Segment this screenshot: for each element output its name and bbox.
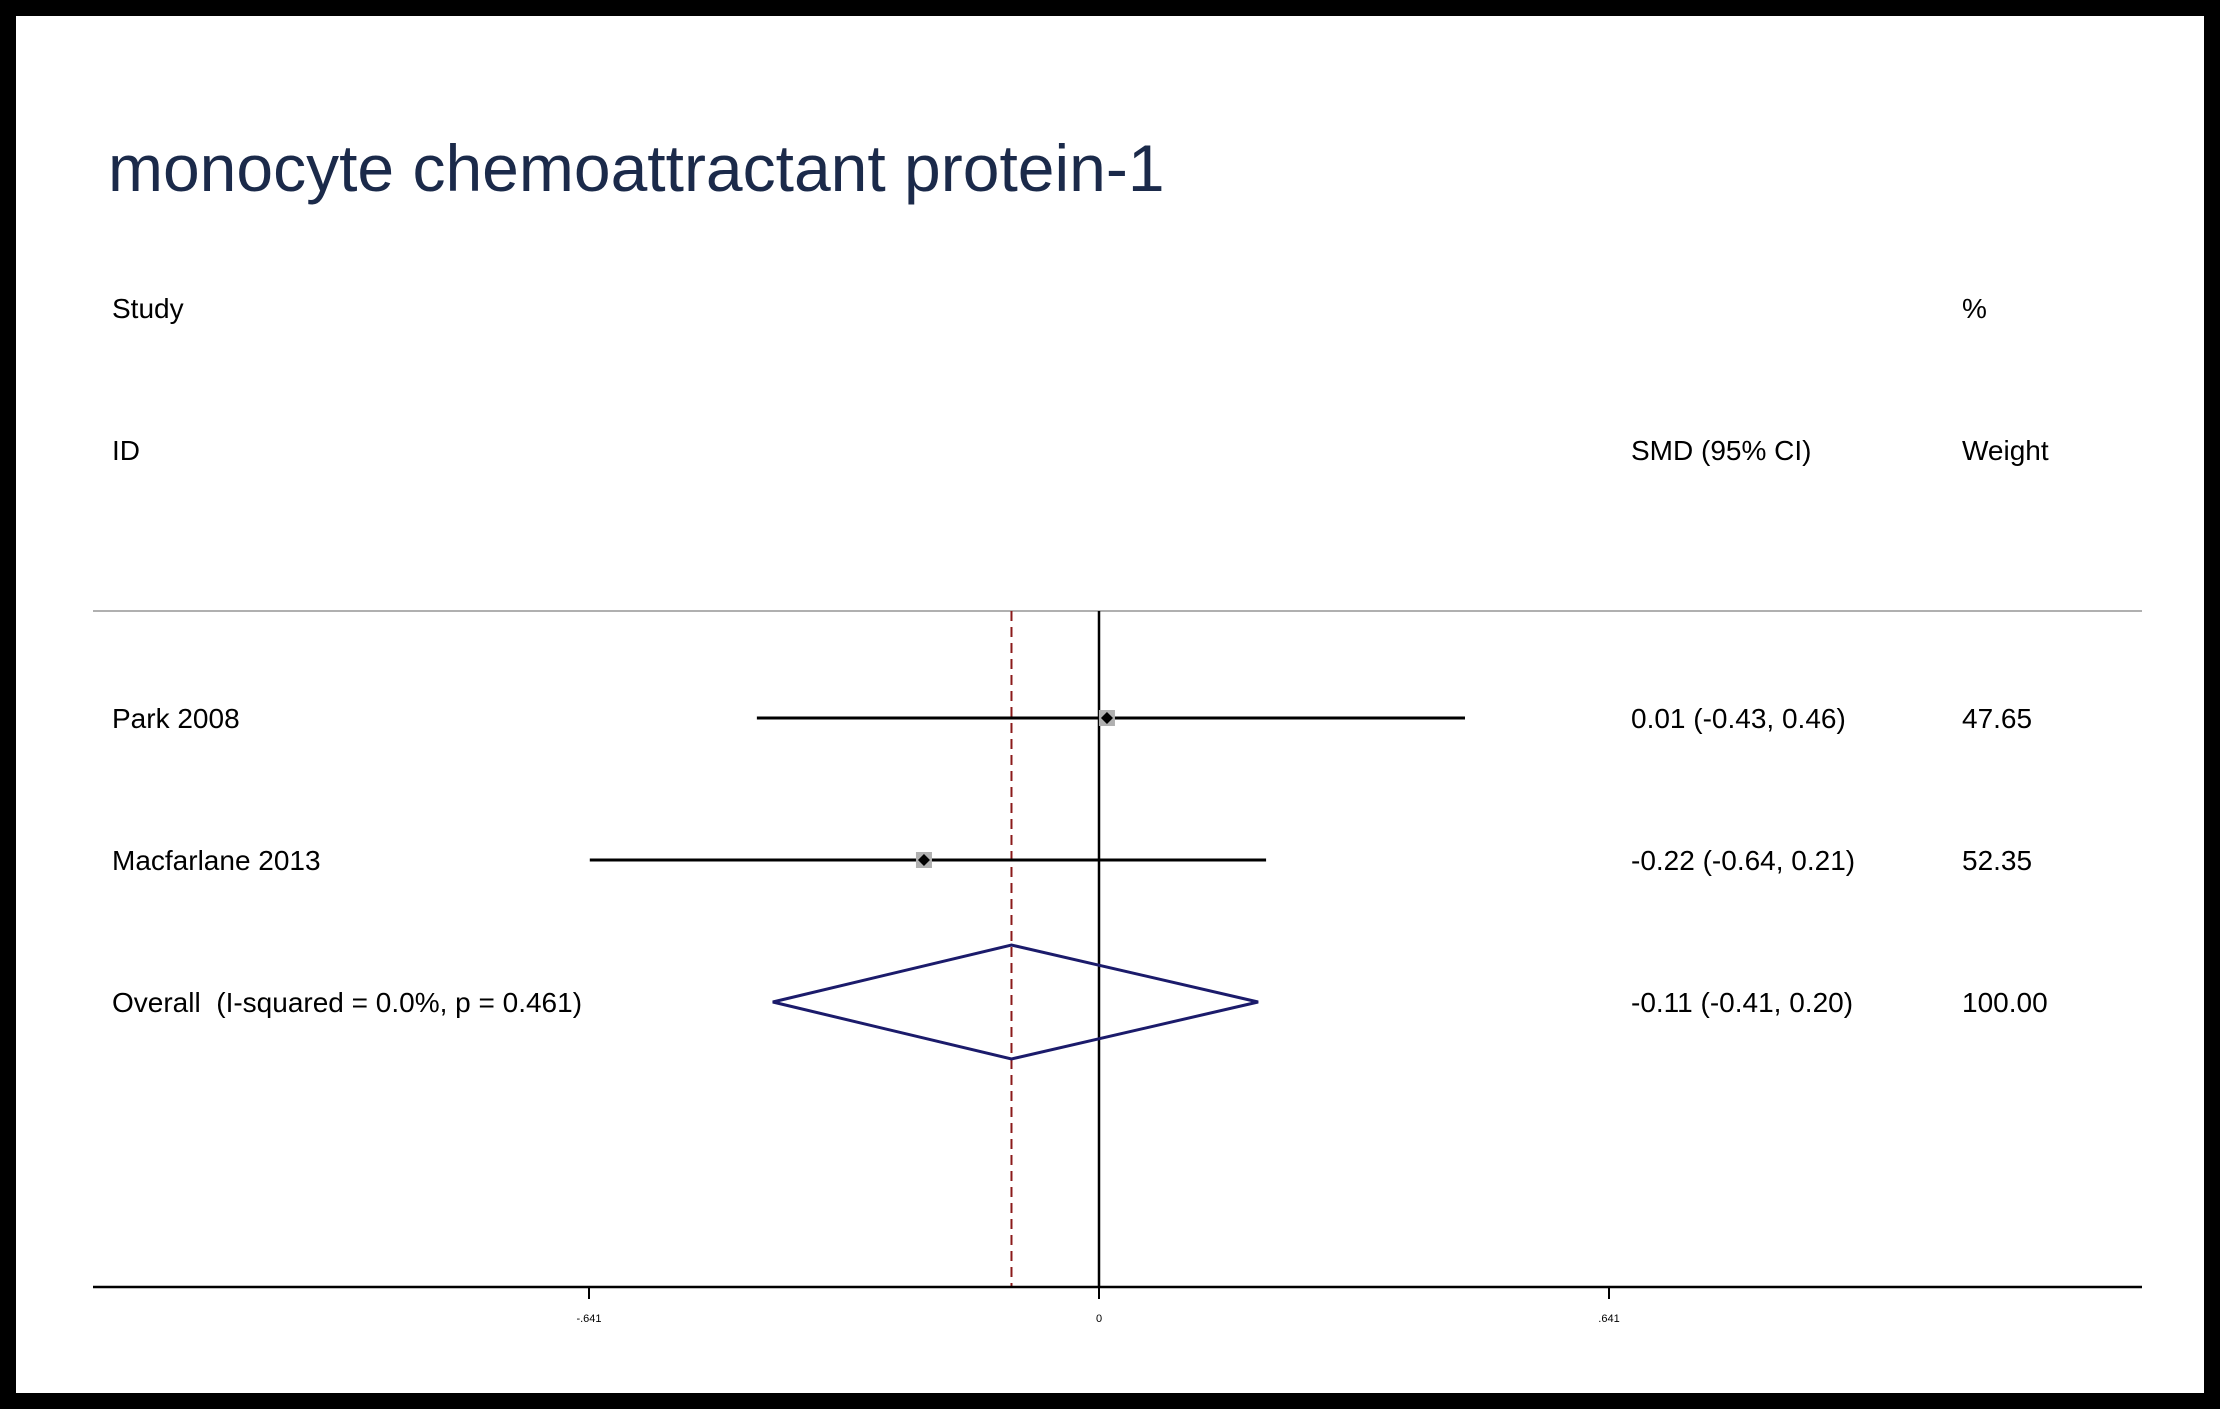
overall-weight: 100.00 [1962,987,2048,1018]
id-header: ID [112,435,140,466]
x-tick-label: .641 [1598,1313,1619,1325]
chart-title: monocyte chemoattractant protein-1 [108,131,1165,205]
point-estimate [917,854,930,866]
study-weight: 52.35 [1962,845,2032,876]
effect-estimate: -0.22 (-0.64, 0.21) [1631,845,1855,876]
overall-row: Overall (I-squared = 0.0%, p = 0.461) -0.… [112,943,2048,1061]
point-estimate [1100,712,1113,724]
x-axis-ticks: -.641 0 .641 [576,1287,1620,1325]
weight-header-percent: % [1962,293,1987,324]
x-tick-label: -.641 [576,1313,601,1325]
study-rows: Park 2008 0.01 (-0.43, 0.46) 47.65 Macfarla… [112,703,2048,1061]
weight-header: Weight [1962,435,2049,466]
study-weight: 47.65 [1962,703,2032,734]
overall-diamond [772,943,1259,1061]
forest-plot: monocyte chemoattractant protein-1 Study… [93,131,2142,1325]
study-row: Park 2008 0.01 (-0.43, 0.46) 47.65 [112,703,2032,734]
study-label: Park 2008 [112,703,240,734]
chart-frame: monocyte chemoattractant protein-1 Study… [16,16,2204,1393]
x-tick-label: 0 [1096,1313,1102,1325]
overall-label: Overall (I-squared = 0.0%, p = 0.461) [112,987,582,1018]
study-label: Macfarlane 2013 [112,845,321,876]
effect-estimate: 0.01 (-0.43, 0.46) [1631,703,1846,734]
study-row: Macfarlane 2013 -0.22 (-0.64, 0.21) 52.35 [112,845,2032,876]
overall-effect-estimate: -0.11 (-0.41, 0.20) [1631,987,1853,1018]
study-header: Study [112,293,184,324]
effect-header: SMD (95% CI) [1631,435,1811,466]
